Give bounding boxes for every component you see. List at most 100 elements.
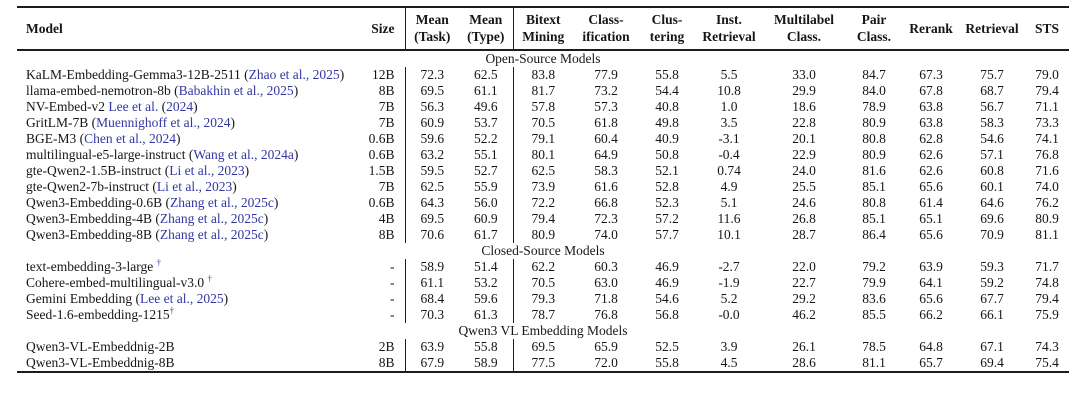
score-cell: 24.6 [792, 195, 816, 210]
score-cell: 62.5 [512, 163, 573, 179]
citation-link[interactable]: Lee et al. [108, 99, 159, 114]
score-cell: 60.9 [404, 115, 459, 131]
model-name: gte-Qwen2-1.5B-instruct [26, 163, 162, 178]
score-cell: 67.1 [980, 339, 1004, 354]
score-cell: 49.6 [473, 99, 498, 114]
score-cell: 57.7 [655, 227, 679, 242]
score-cell: 4.5 [720, 355, 738, 370]
citation-link[interactable]: Zhang et al., 2025c [159, 211, 264, 226]
score-cell: 62.2 [512, 259, 573, 275]
col-header-multilabel-class: Multilabel Class. [763, 7, 845, 51]
score-cell: 65.9 [594, 339, 618, 354]
score-cell: 80.9 [862, 115, 886, 130]
model-cell: Seed-1.6-embedding-1215† [17, 307, 349, 323]
model-cell: Qwen3-VL-Embeddnig-8B [17, 355, 349, 372]
model-cell: text-embedding-3-large † [17, 259, 349, 275]
score-cell: 51.4 [473, 259, 498, 274]
citation-link[interactable]: Chen et al., 2024 [84, 131, 176, 146]
citation-link[interactable]: 2024 [166, 99, 194, 114]
citation-link[interactable]: Muennighoff et al., 2024 [96, 115, 231, 130]
score-cell: 73.3 [1035, 115, 1059, 130]
col-header-pair-class: Pair Class. [845, 7, 903, 51]
score-cell: 3.9 [720, 339, 738, 354]
score-cell: 85.1 [862, 211, 886, 226]
citation-link[interactable]: Li et al., 2023 [169, 163, 245, 178]
score-cell: 50.8 [655, 147, 679, 162]
size-cell: - [390, 259, 395, 274]
size-cell: - [390, 307, 395, 322]
citation-link[interactable]: Lee et al., 2025 [139, 291, 224, 306]
score-cell: 61.7 [473, 227, 498, 242]
table-row: Seed-1.6-embedding-1215† -70.3 61.3 78.7 76.… [17, 307, 1069, 323]
model-cell: multilingual-e5-large-instruct (Wang et … [26, 147, 299, 162]
score-cell: 10.8 [717, 83, 741, 98]
table-row: Cohere-embed-multilingual-v3.0 † -61.1 53.… [17, 275, 1069, 291]
score-cell: 40.8 [655, 99, 679, 114]
score-cell: 85.1 [862, 179, 886, 194]
table-row: Qwen3-Embedding-8B (Zhang et al., 2025c)… [17, 227, 1069, 243]
citation-link[interactable]: Zhao et al., 2025 [248, 67, 340, 82]
score-cell: 5.1 [720, 195, 738, 210]
size-cell: 12B [371, 67, 395, 82]
size-cell: 7B [378, 99, 395, 114]
score-cell: 63.2 [404, 147, 459, 163]
score-cell: 52.5 [655, 339, 679, 354]
citation-link[interactable]: Zhang et al., 2025c [169, 195, 274, 210]
score-cell: 80.1 [512, 147, 573, 163]
score-cell: 64.9 [594, 147, 618, 162]
score-cell: 67.3 [919, 67, 943, 82]
score-cell: 54.4 [655, 83, 679, 98]
score-cell: 74.3 [1035, 339, 1059, 354]
citation-link[interactable]: Wang et al., 2024a [193, 147, 294, 162]
score-cell: 63.0 [594, 275, 618, 290]
score-cell: 53.7 [473, 115, 498, 130]
citation-link[interactable]: Zhang et al., 2025c [159, 227, 264, 242]
score-cell: 70.5 [512, 115, 573, 131]
score-cell: 64.8 [919, 339, 943, 354]
table-row: Qwen3-VL-Embeddnig-2B 2B 63.9 55.8 69.5 65.9 5… [17, 339, 1069, 355]
col-header-inst-retrieval: Inst. Retrieval [695, 7, 763, 51]
col-header-rerank: Rerank [903, 7, 959, 51]
citation-link[interactable]: Babakhin et al., 2025 [178, 83, 294, 98]
score-cell: 57.3 [594, 99, 618, 114]
score-cell: 56.0 [473, 195, 498, 210]
score-cell: 67.8 [919, 83, 943, 98]
score-cell: 65.6 [919, 227, 943, 242]
score-cell: 80.8 [862, 195, 886, 210]
col-header-bitext-mining: Bitext Mining [512, 7, 573, 51]
score-cell: 69.6 [980, 211, 1004, 226]
model-cell: Cohere-embed-multilingual-v3.0 † [17, 275, 349, 291]
score-cell: 65.1 [919, 211, 943, 226]
score-cell: 28.7 [792, 227, 816, 242]
score-cell: 57.8 [512, 99, 573, 115]
table-row: multilingual-e5-large-instruct (Wang et … [17, 147, 1069, 163]
table-header: Model Size Mean (Task) Mean (Type) Bitex… [17, 7, 1069, 51]
citation-link[interactable]: Li et al., 2023 [156, 179, 233, 194]
size-cell: 7B [378, 115, 395, 130]
size-cell: 7B [378, 179, 395, 194]
section-row: Open-Source Models [17, 50, 1069, 67]
score-cell: 55.8 [655, 355, 679, 370]
size-cell: 2B [378, 339, 395, 354]
score-cell: 81.6 [862, 163, 886, 178]
col-header-classification: Class- ification [573, 7, 639, 51]
score-cell: 61.4 [919, 195, 943, 210]
score-cell: 52.2 [473, 131, 498, 146]
score-cell: 79.2 [862, 259, 886, 274]
model-name: Seed-1.6-embedding-1215 [26, 307, 170, 322]
model-name: KaLM-Embedding-Gemma3-12B-2511 [26, 67, 241, 82]
score-cell: 20.1 [792, 131, 816, 146]
score-cell: 60.9 [473, 211, 498, 226]
score-cell: 3.5 [720, 115, 738, 130]
score-cell: 4.9 [720, 179, 738, 194]
score-cell: 55.9 [473, 179, 498, 194]
score-cell: 0.74 [717, 163, 741, 178]
size-cell: 8B [378, 83, 395, 98]
score-cell: 59.5 [404, 163, 459, 179]
score-cell: -3.1 [718, 131, 740, 146]
model-name: Gemini Embedding [26, 291, 133, 306]
size-cell: - [390, 291, 395, 306]
score-cell: 71.7 [1035, 259, 1059, 274]
score-cell: 61.6 [594, 179, 618, 194]
